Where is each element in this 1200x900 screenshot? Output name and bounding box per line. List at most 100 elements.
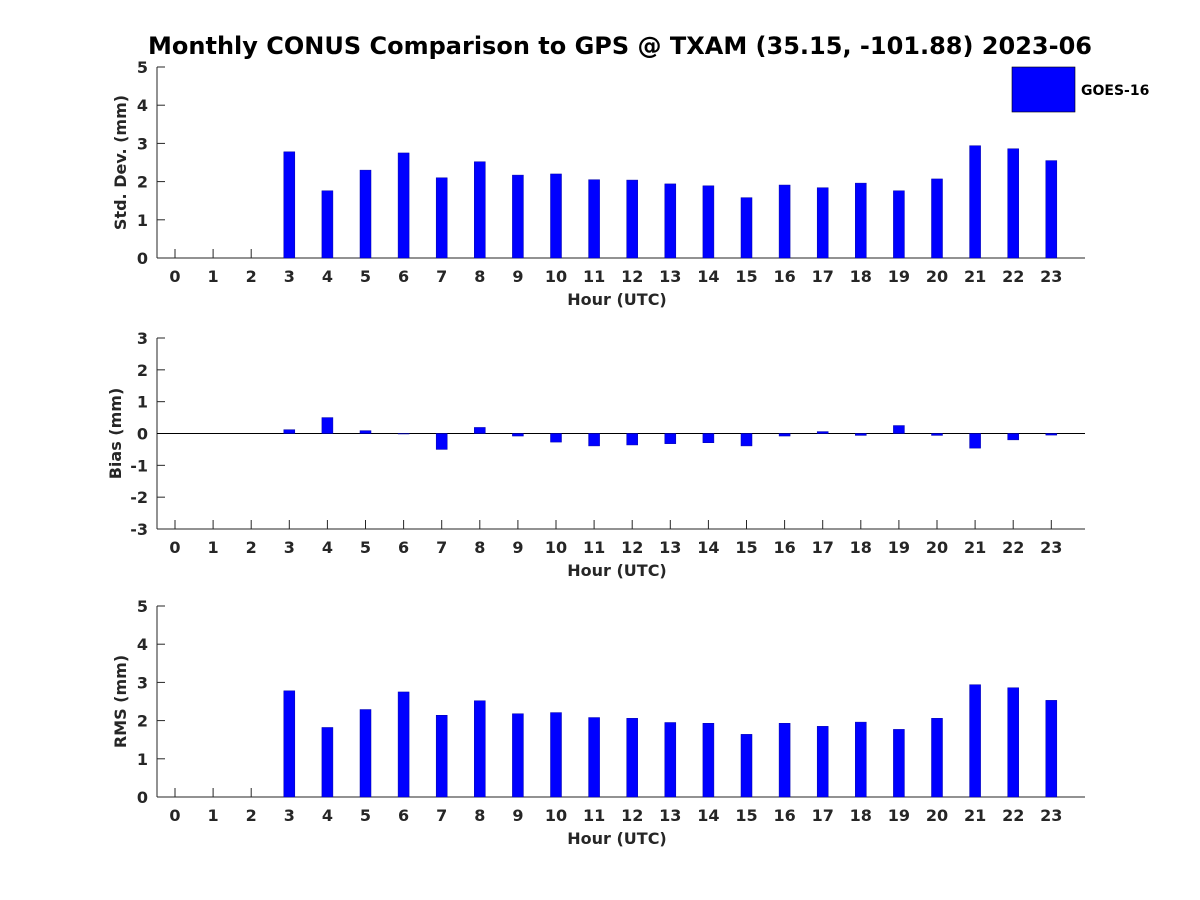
bar-bias-18 — [855, 433, 867, 436]
bar-rms-8 — [474, 700, 486, 798]
legend-swatch — [1011, 66, 1076, 113]
y-tick-label: 1 — [137, 393, 148, 412]
x-tick-label: 1 — [208, 267, 219, 286]
bar-rms-10 — [550, 712, 562, 798]
x-tick-label: 3 — [284, 806, 295, 825]
bar-rms-6 — [397, 691, 410, 798]
bar-bias-23 — [1045, 433, 1058, 436]
bar-rms-23 — [1045, 700, 1058, 798]
bar-bias-5 — [359, 430, 372, 434]
x-tick-label: 13 — [659, 538, 681, 557]
x-tick-label: 12 — [621, 267, 643, 286]
x-tick-label: 9 — [512, 267, 523, 286]
x-tick-label: 6 — [398, 538, 409, 557]
x-tick-label: 13 — [659, 806, 681, 825]
bar-bias-15 — [740, 433, 753, 447]
bar-rms-7 — [435, 715, 448, 798]
y-axis-label: Std. Dev. (mm) — [111, 95, 130, 230]
y-tick-label: 0 — [137, 425, 148, 444]
x-tick-label: 15 — [735, 538, 757, 557]
x-tick-label: 16 — [773, 538, 795, 557]
x-tick-label: 0 — [169, 538, 180, 557]
bar-rms-17 — [816, 726, 829, 798]
x-tick-label: 4 — [322, 267, 333, 286]
bar-bias-14 — [702, 433, 715, 443]
bar-std-22 — [1007, 148, 1019, 259]
bar-std-5 — [359, 169, 372, 259]
bar-std-7 — [435, 177, 448, 259]
x-tick-label: 5 — [360, 538, 371, 557]
x-tick-label: 20 — [926, 806, 948, 825]
bar-std-16 — [778, 184, 791, 259]
x-tick-label: 1 — [208, 806, 219, 825]
x-tick-label: 17 — [812, 267, 834, 286]
x-tick-label: 10 — [545, 538, 567, 557]
y-tick-label: 2 — [137, 361, 148, 380]
x-tick-label: 6 — [398, 806, 409, 825]
bar-bias-11 — [588, 433, 600, 447]
bar-std-18 — [855, 182, 867, 259]
x-tick-label: 11 — [583, 267, 605, 286]
bar-rms-5 — [359, 709, 372, 798]
x-tick-label: 19 — [888, 267, 910, 286]
x-tick-label: 21 — [964, 806, 986, 825]
y-tick-label: 0 — [137, 249, 148, 268]
y-tick-label: 1 — [137, 211, 148, 230]
x-tick-label: 12 — [621, 538, 643, 557]
bar-rms-16 — [778, 723, 791, 798]
y-tick-label: -2 — [130, 488, 148, 507]
y-tick-label: 3 — [137, 329, 148, 348]
bar-rms-22 — [1007, 687, 1019, 798]
x-tick-label: 0 — [169, 267, 180, 286]
x-tick-label: 12 — [621, 806, 643, 825]
bar-std-9 — [512, 174, 524, 259]
bar-bias-10 — [550, 433, 562, 443]
bar-std-12 — [626, 179, 638, 259]
y-axis-label: Bias (mm) — [106, 388, 125, 480]
y-tick-label: 4 — [137, 96, 148, 115]
y-tick-label: 4 — [137, 635, 148, 654]
bar-bias-16 — [778, 433, 791, 437]
bar-bias-20 — [931, 433, 943, 436]
x-tick-label: 23 — [1040, 267, 1062, 286]
y-tick-label: 5 — [137, 58, 148, 77]
x-tick-label: 19 — [888, 806, 910, 825]
bar-rms-9 — [512, 713, 524, 798]
x-tick-label: 15 — [735, 806, 757, 825]
bar-std-15 — [740, 197, 753, 259]
x-tick-label: 21 — [964, 267, 986, 286]
bar-std-19 — [893, 190, 905, 259]
x-tick-label: 17 — [812, 806, 834, 825]
bar-std-17 — [816, 187, 829, 259]
x-tick-label: 10 — [545, 806, 567, 825]
x-tick-label: 23 — [1040, 538, 1062, 557]
bar-bias-7 — [435, 433, 448, 450]
legend: GOES-16 — [1011, 66, 1149, 113]
x-tick-label: 6 — [398, 267, 409, 286]
bar-bias-13 — [664, 433, 677, 444]
x-tick-label: 1 — [208, 538, 219, 557]
bar-bias-8 — [474, 427, 486, 434]
bar-std-4 — [321, 190, 334, 259]
bar-std-21 — [969, 145, 981, 259]
x-tick-label: 3 — [284, 538, 295, 557]
x-tick-label: 9 — [512, 538, 523, 557]
bar-bias-19 — [893, 425, 905, 434]
y-tick-label: 5 — [137, 597, 148, 616]
bar-rms-14 — [702, 723, 715, 798]
bar-bias-12 — [626, 433, 638, 446]
x-tick-label: 11 — [583, 538, 605, 557]
bar-std-10 — [550, 173, 562, 259]
bar-std-14 — [702, 185, 715, 259]
bar-bias-22 — [1007, 433, 1019, 441]
x-tick-label: 8 — [474, 806, 485, 825]
x-tick-label: 14 — [697, 267, 719, 286]
x-tick-label: 7 — [436, 267, 447, 286]
x-tick-label: 3 — [284, 267, 295, 286]
x-tick-label: 7 — [436, 806, 447, 825]
x-tick-label: 13 — [659, 267, 681, 286]
x-tick-label: 18 — [850, 806, 872, 825]
x-tick-label: 2 — [246, 267, 257, 286]
